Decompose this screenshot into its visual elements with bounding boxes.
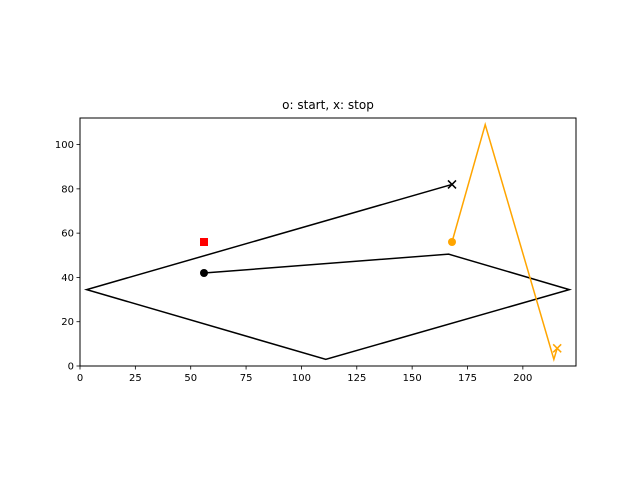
extra-point-1 — [200, 238, 208, 246]
plot-area — [83, 121, 573, 362]
series-1-stop-marker-stroke — [447, 179, 457, 189]
x-tick-label: 175 — [458, 373, 477, 384]
series-2-stop-marker-stroke — [552, 343, 562, 353]
x-tick-label: 200 — [513, 373, 532, 384]
series-1-start-marker — [200, 269, 208, 277]
series-2-start-marker — [448, 238, 456, 246]
chart-title: o: start, x: stop — [282, 98, 374, 112]
x-tick-label: 0 — [77, 373, 83, 384]
series-2-stop-marker — [552, 343, 562, 353]
x-tick-label: 150 — [403, 373, 422, 384]
x-tick-label: 25 — [129, 373, 142, 384]
series-2-line — [451, 121, 558, 362]
series-1-line — [83, 183, 573, 361]
x-axis-ticks: 0 25 50 75 100 125 150 175 200 — [77, 366, 532, 384]
y-tick-label: 100 — [55, 140, 74, 151]
series-1-stop-marker — [447, 179, 457, 189]
y-tick-label: 40 — [61, 273, 74, 284]
y-tick-label: 60 — [61, 229, 74, 240]
x-tick-label: 75 — [240, 373, 253, 384]
y-tick-label: 20 — [61, 317, 74, 328]
y-tick-label: 80 — [61, 184, 74, 195]
y-axis-ticks: 0 20 40 60 80 100 — [55, 140, 80, 373]
y-tick-label: 0 — [68, 362, 74, 373]
x-tick-label: 125 — [347, 373, 366, 384]
axes-frame — [79, 117, 577, 367]
x-tick-label: 50 — [184, 373, 197, 384]
x-tick-label: 100 — [292, 373, 311, 384]
